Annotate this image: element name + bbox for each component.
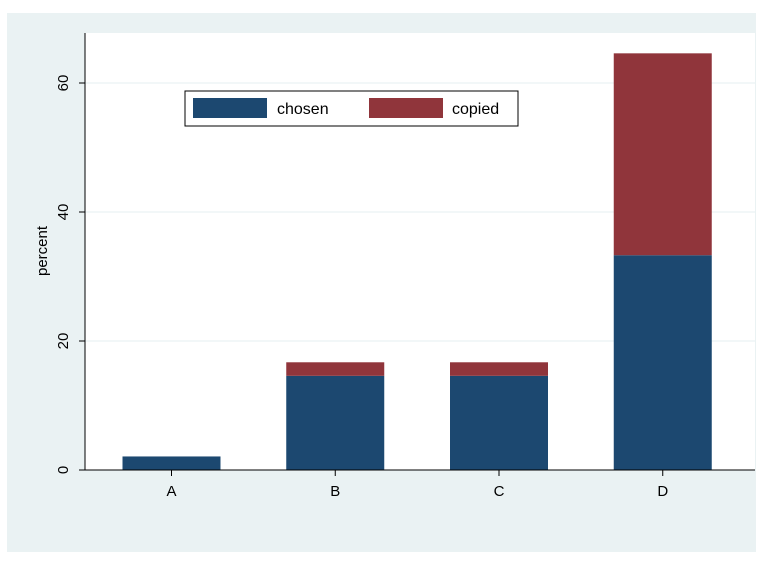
legend-swatch-chosen: [193, 98, 267, 118]
y-axis-label: percent: [34, 225, 51, 276]
y-axis-ticks: 0 20 40 60: [55, 75, 85, 474]
bar-copied-C: [450, 362, 548, 376]
x-tick-label-B: B: [330, 483, 340, 500]
bar-copied-B: [286, 362, 385, 376]
bar-chosen-A: [122, 456, 221, 470]
bars-group: [122, 53, 712, 470]
x-tick-label-C: C: [494, 483, 505, 500]
bar-chosen-C: [450, 375, 548, 470]
legend-label-copied: copied: [452, 101, 499, 118]
y-tick-label-60: 60: [55, 75, 72, 92]
legend-label-chosen: chosen: [277, 101, 329, 118]
x-axis-ticks: A B C D: [166, 470, 668, 500]
x-tick-label-A: A: [166, 483, 176, 500]
y-tick-label-20: 20: [55, 333, 72, 350]
bar-copied-D: [613, 53, 712, 256]
legend-swatch-copied: [369, 98, 443, 118]
bar-chosen-D: [613, 255, 712, 470]
bar-chosen-B: [286, 375, 385, 470]
legend: chosen copied: [184, 90, 519, 127]
x-tick-label-D: D: [657, 483, 668, 500]
y-tick-label-0: 0: [55, 466, 72, 474]
y-tick-label-40: 40: [55, 204, 72, 221]
